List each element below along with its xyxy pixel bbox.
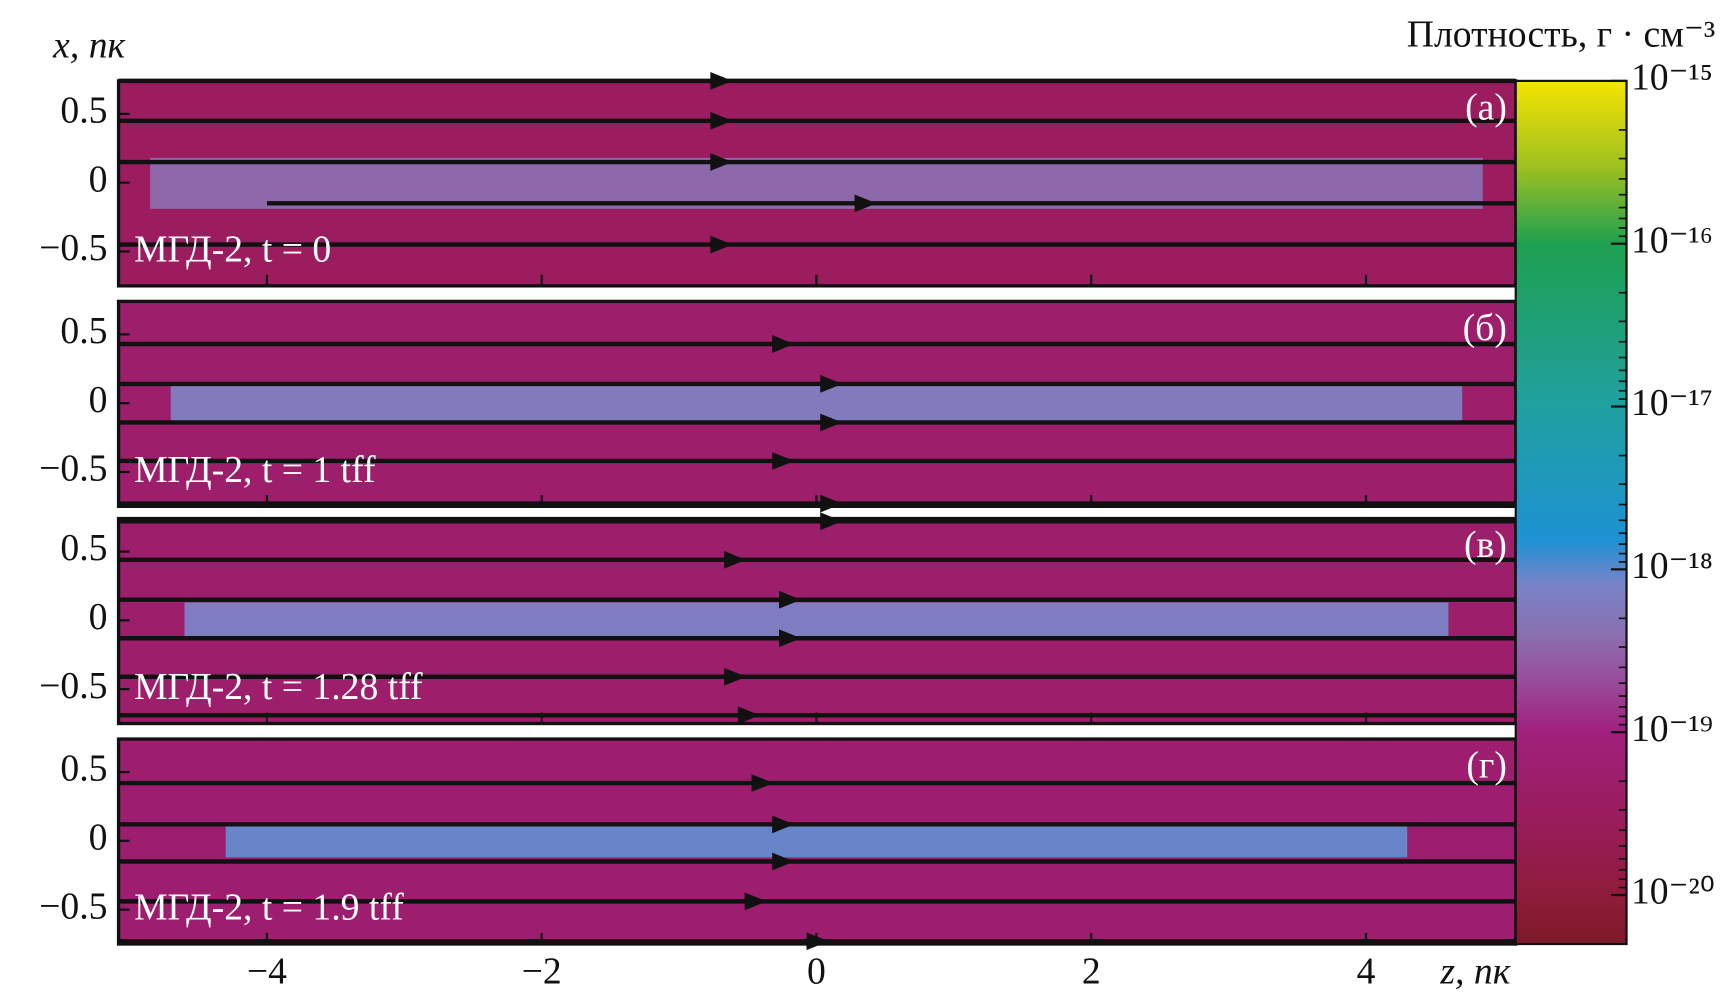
field-arrow bbox=[820, 512, 843, 531]
field-arrow bbox=[820, 413, 843, 432]
field-arrow bbox=[820, 494, 843, 513]
panel-annotation: МГД-2, t = 1 tff bbox=[134, 449, 376, 491]
y-tick-label: 0 bbox=[89, 158, 108, 200]
colorbar-tick-label: 10⁻²⁰ bbox=[1631, 871, 1715, 913]
filament bbox=[225, 824, 1408, 858]
panel-annotation: МГД-2, t = 1.28 tff bbox=[134, 666, 423, 708]
plot-area: −0.5 0 0.5 (а) МГД-2, t = 0 −0.5 0 0.5 (б) МГД-2,… bbox=[39, 13, 1715, 992]
field-arrow bbox=[779, 590, 802, 609]
field-arrow bbox=[751, 774, 774, 792]
y-tick-label: 0.5 bbox=[60, 310, 107, 352]
x-tick-label: 0 bbox=[807, 951, 826, 993]
field-arrow bbox=[779, 629, 802, 648]
panel-annotation: МГД-2, t = 1.9 tff bbox=[134, 886, 404, 928]
field-arrow bbox=[772, 452, 795, 470]
y-tick-label: 0 bbox=[89, 379, 108, 421]
colorbar-tick-label: 10⁻¹⁷ bbox=[1631, 382, 1713, 424]
panel-label: (а) bbox=[1465, 86, 1507, 128]
panel-label: (б) bbox=[1463, 307, 1507, 349]
filament bbox=[150, 157, 1483, 209]
field-arrow bbox=[772, 335, 795, 353]
y-tick-label: 0.5 bbox=[60, 748, 107, 790]
colorbar-tick-label: 10⁻¹⁹ bbox=[1631, 708, 1713, 750]
y-axis-label: x, пк bbox=[52, 24, 125, 66]
field-arrow bbox=[854, 194, 877, 213]
panel-annotation: МГД-2, t = 0 bbox=[134, 228, 331, 270]
field-arrow bbox=[710, 235, 733, 254]
colorbar-tick-label: 10⁻¹⁶ bbox=[1631, 219, 1713, 261]
y-tick-label: −0.5 bbox=[39, 448, 107, 490]
x-tick-label: 2 bbox=[1082, 951, 1101, 993]
field-arrow bbox=[710, 153, 733, 171]
field-arrow bbox=[724, 667, 747, 686]
colorbar-label: Плотность, г · см⁻³ bbox=[1407, 13, 1715, 55]
colorbar-tick-label: 10⁻¹⁵ bbox=[1631, 57, 1713, 99]
y-tick-label: −0.5 bbox=[39, 885, 107, 927]
x-tick-label: −2 bbox=[522, 951, 562, 993]
panel-label: (г) bbox=[1466, 745, 1507, 787]
y-tick-label: −0.5 bbox=[39, 665, 107, 707]
field-arrow bbox=[744, 892, 767, 911]
y-tick-label: 0.5 bbox=[60, 90, 107, 132]
y-tick-label: 0.5 bbox=[60, 527, 107, 569]
colorbar-tick-label: 10⁻¹⁸ bbox=[1631, 545, 1713, 587]
filament bbox=[184, 602, 1449, 639]
field-arrow bbox=[724, 550, 747, 569]
filament bbox=[170, 383, 1463, 423]
y-tick-label: 0 bbox=[89, 596, 108, 638]
x-axis-label: z, пк bbox=[1439, 951, 1510, 993]
x-tick-label: −4 bbox=[247, 951, 287, 993]
y-tick-label: −0.5 bbox=[39, 227, 107, 269]
field-arrow bbox=[737, 706, 760, 725]
field-arrow bbox=[772, 815, 795, 834]
field-arrow bbox=[710, 111, 733, 130]
field-arrow bbox=[820, 375, 843, 393]
colorbar bbox=[1514, 79, 1628, 946]
x-tick-label: 4 bbox=[1357, 951, 1376, 993]
field-arrow bbox=[772, 852, 795, 871]
y-tick-label: 0 bbox=[89, 816, 108, 858]
panel-label: (в) bbox=[1464, 524, 1507, 566]
